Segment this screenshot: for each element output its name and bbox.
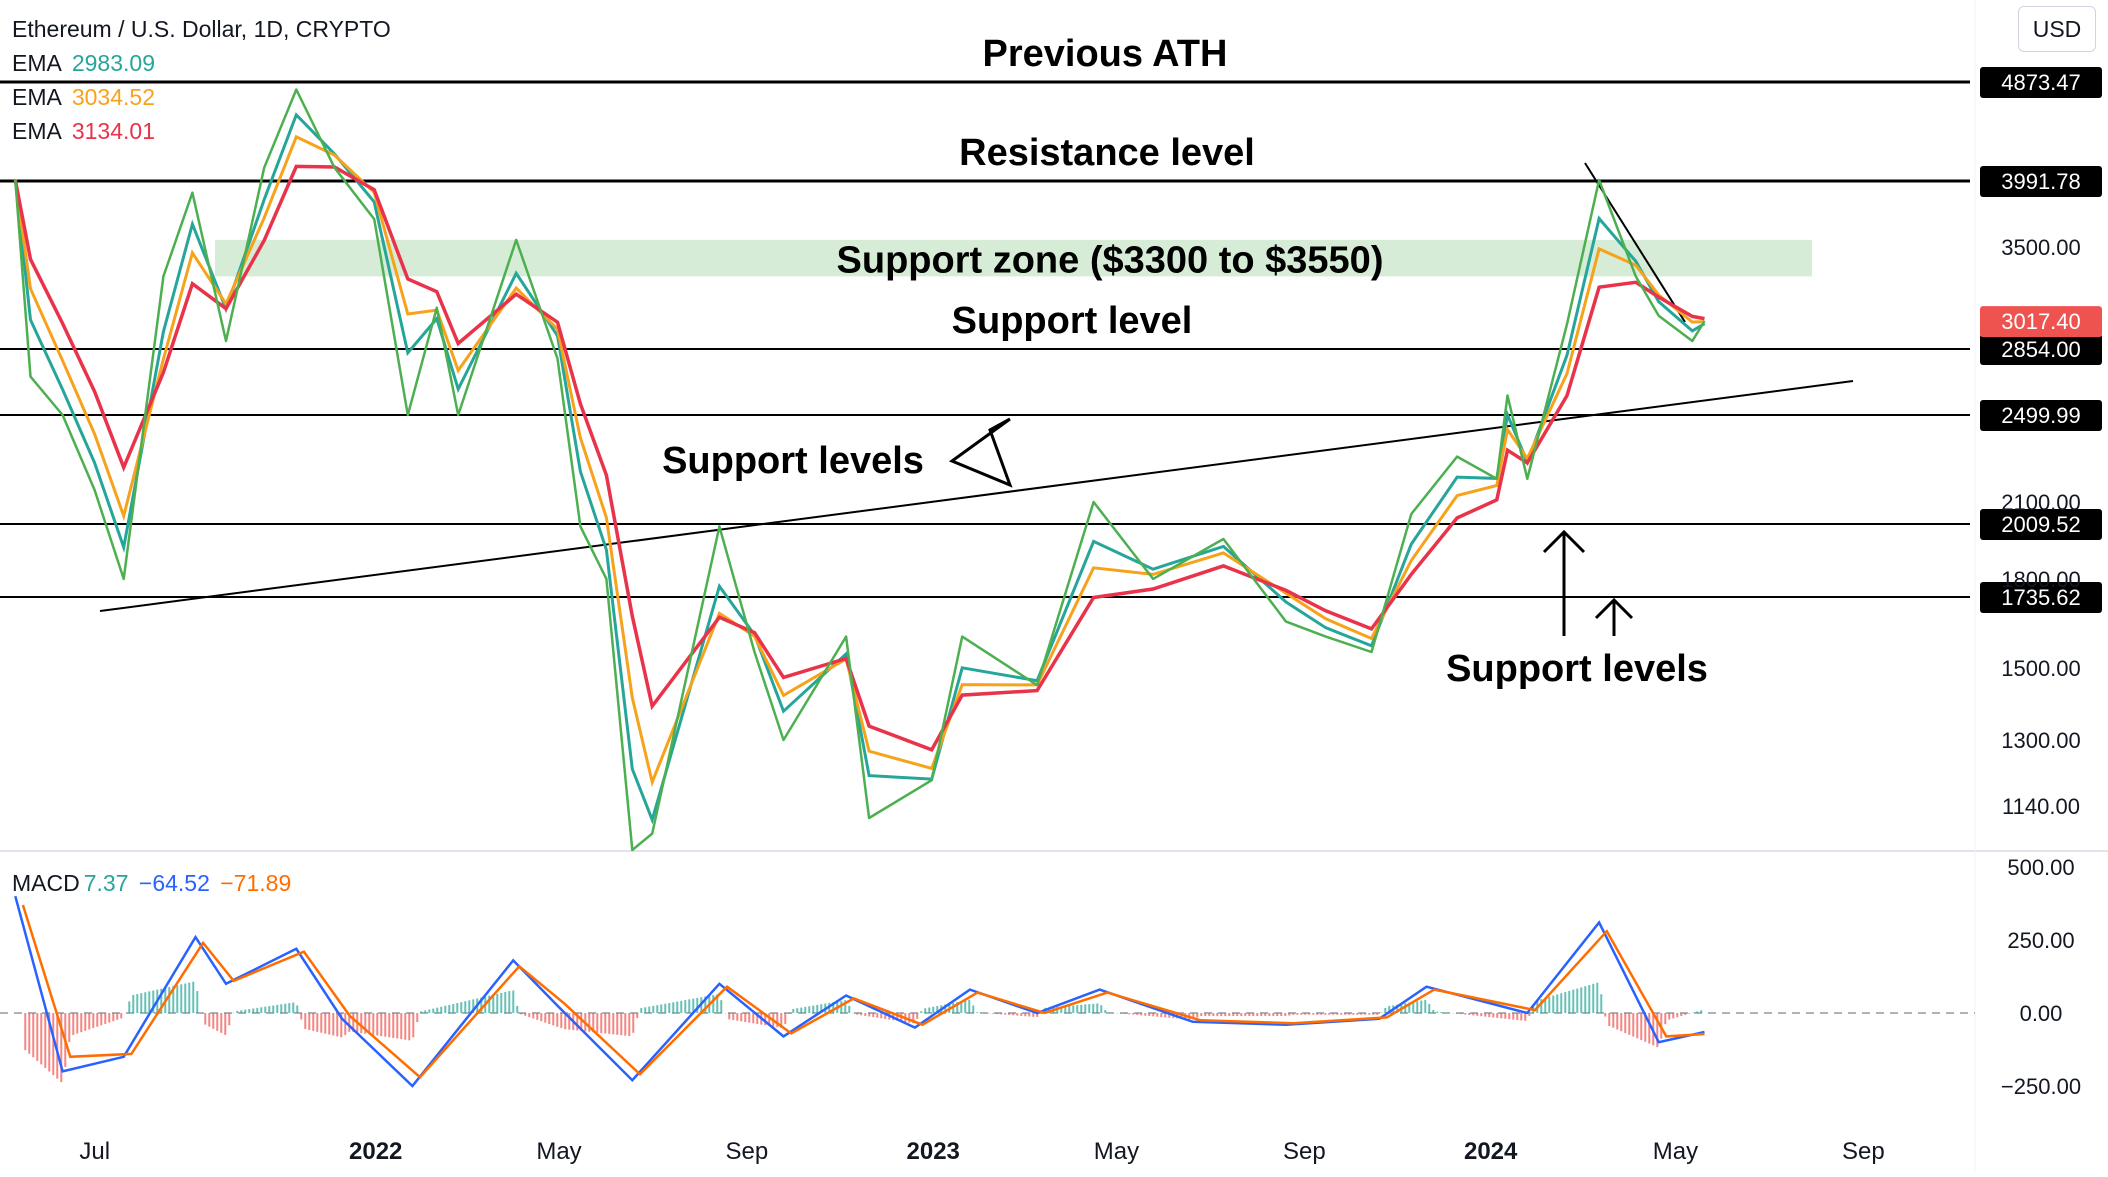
ema-line-2: [13, 134, 1705, 788]
level-label: Support level: [952, 300, 1193, 342]
macd-legend: MACD 7.37 −64.52 −71.89: [12, 870, 295, 897]
time-axis-tick: 2022: [349, 1138, 402, 1165]
time-axis-tick: 2024: [1464, 1138, 1518, 1165]
level-price-tag: [1980, 67, 2102, 98]
current-price-label: 3017.40: [2001, 309, 2081, 334]
ascending-trendline: [99, 380, 1854, 612]
ema-legend-2: EMA 3034.52: [12, 80, 155, 114]
time-axis-tick: May: [1094, 1138, 1139, 1165]
macd-axis-tick: 0.00: [2020, 1001, 2063, 1026]
macd-histogram-value: 7.37: [83, 870, 129, 896]
level-price-tag: [1980, 400, 2102, 431]
level-price-tag: [1980, 509, 2102, 540]
time-axis-tick: May: [536, 1138, 581, 1165]
time-axis-tick: Sep: [1283, 1138, 1326, 1165]
price-axis-tick: 2100.00: [2001, 490, 2081, 515]
ema-value: 3034.52: [71, 84, 155, 110]
macd-label: MACD: [12, 870, 80, 896]
price-axis-tick: 1300.00: [2001, 728, 2081, 753]
ema-label: EMA: [12, 118, 62, 144]
symbol-title: Ethereum / U.S. Dollar, 1D, CRYPTO: [12, 16, 391, 42]
support-zone-label: Support zone ($3300 to $3550): [837, 240, 1384, 282]
macd-value: −64.52: [138, 870, 210, 896]
price-axis-tick: 1800.00: [2001, 567, 2081, 592]
price-line: [14, 88, 1706, 852]
currency-button[interactable]: USD: [2018, 6, 2096, 52]
ema-value: 3134.01: [71, 118, 155, 144]
price-axis-tick: 1140.00: [2002, 794, 2080, 819]
time-axis-tick: Sep: [726, 1138, 769, 1165]
chart-title: Ethereum / U.S. Dollar, 1D, CRYPTO: [12, 12, 391, 46]
level-price-label: 2854.00: [2001, 337, 2081, 362]
macd-line: [14, 895, 1705, 1088]
time-axis-tick: Sep: [1842, 1138, 1885, 1165]
macd-signal-line: [21, 904, 1705, 1079]
ema-line-3: [13, 164, 1705, 752]
level-label: Resistance level: [959, 132, 1255, 174]
level-price-tag: [1980, 582, 2102, 613]
price-axis-tick: 1500.00: [2001, 656, 2081, 681]
ema-value: 2983.09: [71, 50, 155, 76]
ema-legend-3: EMA 3134.01: [12, 114, 155, 148]
ema-legend-1: EMA 2983.09: [12, 46, 155, 80]
time-axis-tick: Jul: [79, 1138, 110, 1165]
support-levels-annotation: Support levels: [1446, 648, 1708, 690]
ema-label: EMA: [12, 50, 62, 76]
time-axis-tick: 2023: [907, 1138, 960, 1165]
level-label: Previous ATH: [983, 33, 1228, 75]
level-price-label: 3991.78: [2001, 169, 2081, 194]
ema-label: EMA: [12, 84, 62, 110]
up-arrow-icon: [1542, 529, 1586, 554]
macd-axis-tick: −250.00: [2001, 1074, 2081, 1099]
level-price-label: 2009.52: [2001, 512, 2081, 537]
level-price-tag: [1980, 334, 2102, 365]
price-axis-tick: 3500.00: [2001, 235, 2081, 260]
macd-axis-tick: 500.00: [2007, 855, 2074, 880]
zigzag-arrow-icon: [948, 417, 1013, 488]
level-price-label: 4873.47: [2001, 70, 2081, 95]
macd-axis-tick: 250.00: [2007, 928, 2074, 953]
level-price-tag: [1980, 166, 2102, 197]
level-price-label: 1735.62: [2001, 585, 2081, 610]
macd-signal-value: −71.89: [220, 870, 292, 896]
support-zone: [215, 239, 1812, 277]
time-axis-tick: May: [1653, 1138, 1698, 1165]
up-arrow-icon: [1594, 597, 1634, 620]
support-levels-annotation: Support levels: [662, 440, 924, 482]
current-price-tag: [1980, 306, 2102, 338]
level-price-label: 2499.99: [2001, 403, 2081, 428]
